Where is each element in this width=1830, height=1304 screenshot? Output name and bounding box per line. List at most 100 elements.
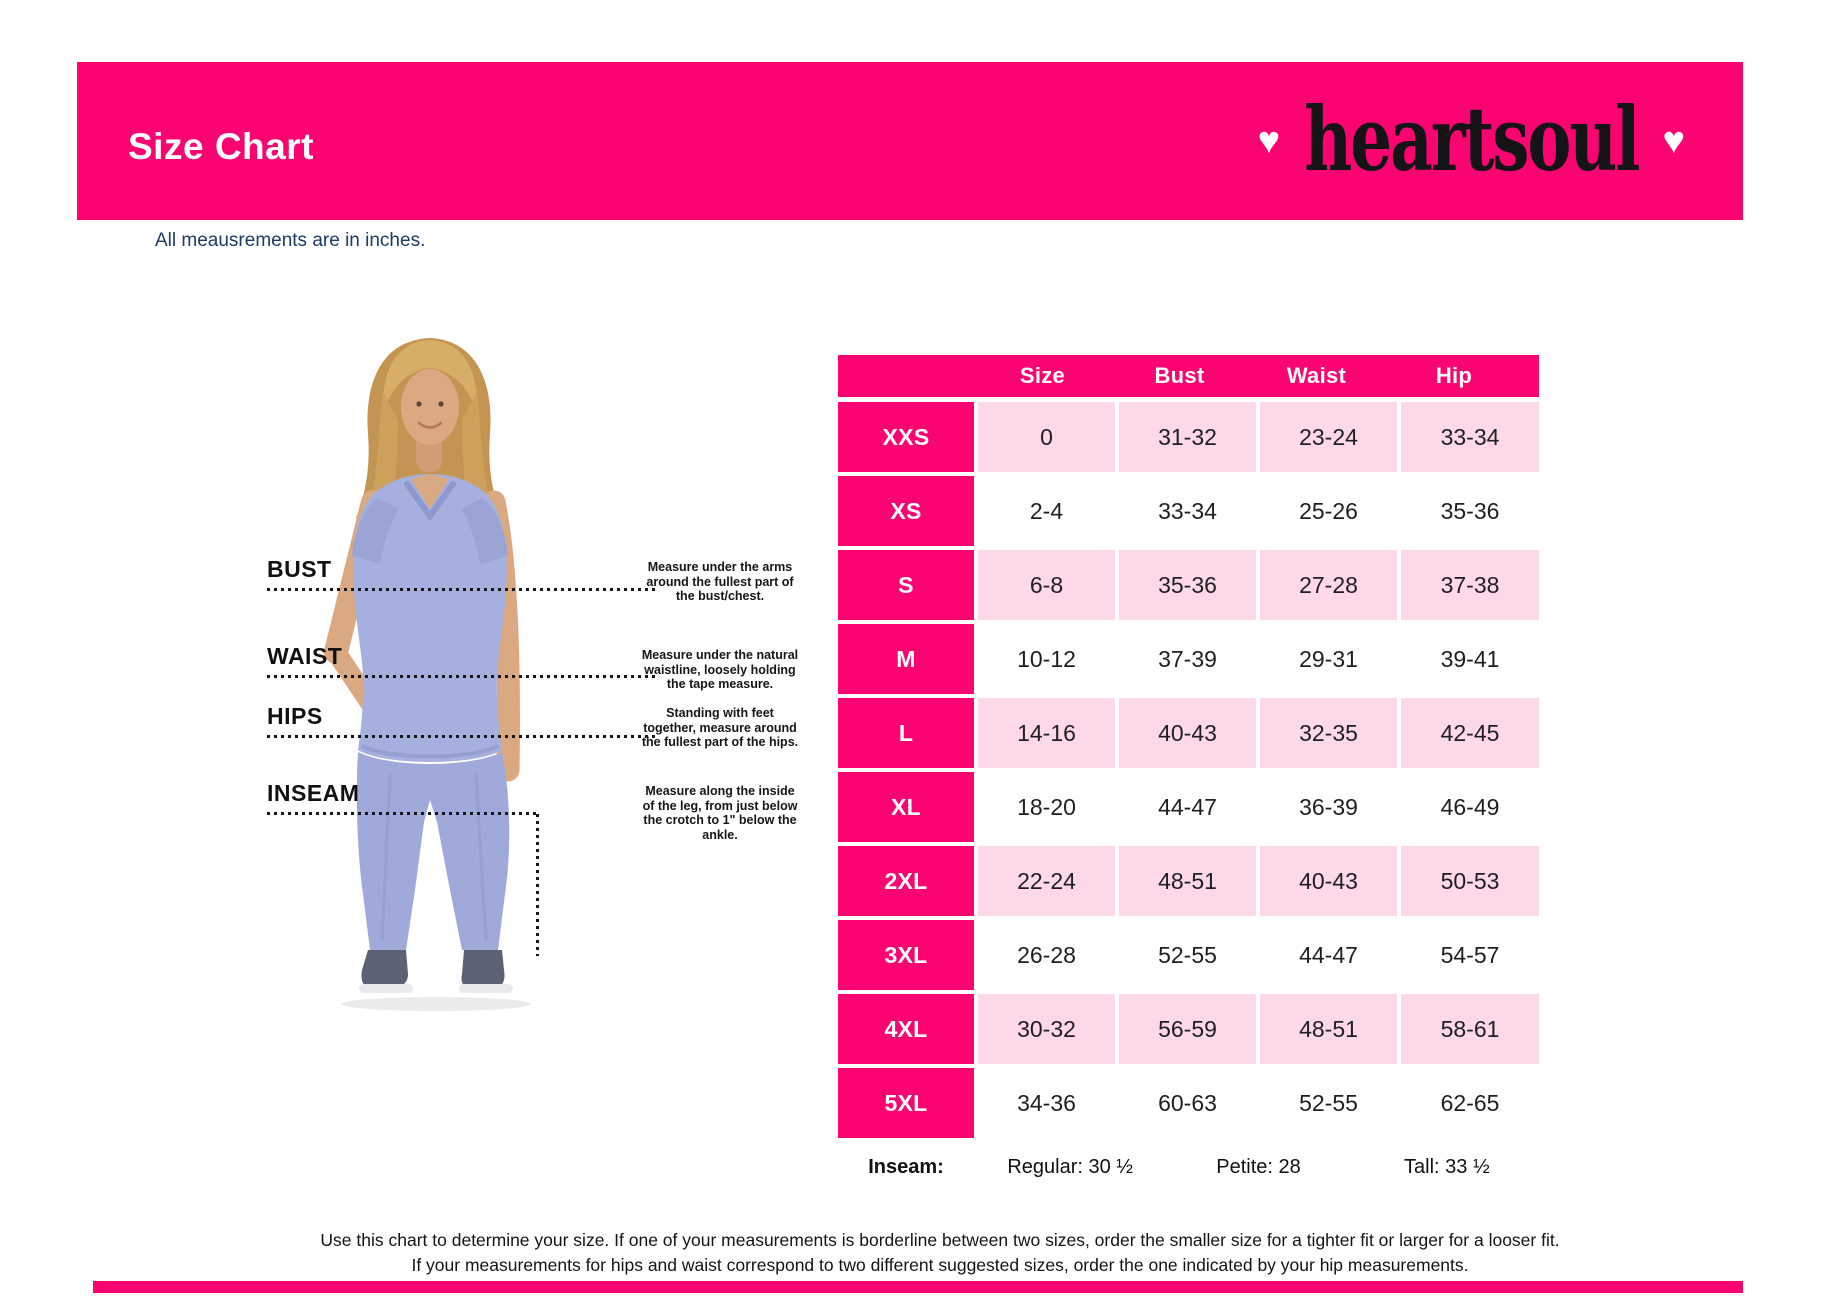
row-size-label: L	[838, 698, 974, 768]
size-row-l: L 14-16 40-43 32-35 42-45	[838, 698, 1539, 768]
inseam-note-row: Inseam: Regular: 30 ½ Petite: 28 Tall: 3…	[838, 1152, 1539, 1182]
sleeve-left	[352, 498, 399, 564]
waist-cell: 23-24	[1260, 402, 1397, 472]
bottom-accent-bar	[93, 1281, 1743, 1293]
hips-line	[267, 735, 656, 738]
sleeve-right	[461, 498, 508, 564]
hip-cell: 58-61	[1401, 994, 1539, 1064]
waist-line	[267, 675, 656, 678]
bust-cell: 48-51	[1119, 846, 1256, 916]
bust-cell: 37-39	[1119, 624, 1256, 694]
inseam-petite: Petite: 28	[1216, 1155, 1301, 1178]
size-row-xs: XS 2-4 33-34 25-26 35-36	[838, 476, 1539, 546]
hip-cell: 39-41	[1401, 624, 1539, 694]
page-title: Size Chart	[128, 126, 314, 167]
row-size-label: S	[838, 550, 974, 620]
waist-cell: 36-39	[1260, 772, 1397, 842]
bust-cell: 31-32	[1119, 402, 1256, 472]
hips-instruction: Standing with feet together, measure aro…	[641, 706, 799, 749]
model-illustration	[324, 338, 531, 1011]
sole-left	[359, 984, 413, 993]
sole-right	[459, 984, 513, 993]
size-row-5xl: 5XL 34-36 60-63 52-55 62-65	[838, 1068, 1539, 1138]
hip-cell: 54-57	[1401, 920, 1539, 990]
hip-cell: 46-49	[1401, 772, 1539, 842]
size-row-m: M 10-12 37-39 29-31 39-41	[838, 624, 1539, 694]
hip-cell: 50-53	[1401, 846, 1539, 916]
waist-cell: 44-47	[1260, 920, 1397, 990]
hip-cell: 35-36	[1401, 476, 1539, 546]
hip-cell: 62-65	[1401, 1068, 1539, 1138]
size-cell: 18-20	[978, 772, 1115, 842]
bust-cell: 40-43	[1119, 698, 1256, 768]
scrub-top	[353, 474, 507, 762]
table-header: Size Bust Waist Hip	[838, 355, 1539, 397]
row-size-label: 2XL	[838, 846, 974, 916]
bust-label: BUST	[267, 556, 332, 582]
neckline-skin	[411, 474, 449, 509]
eye-right	[438, 401, 444, 407]
inseam-label: INSEAM	[267, 780, 360, 806]
size-cell: 14-16	[978, 698, 1115, 768]
size-rows: XXS 0 31-32 23-24 33-34 XS 2-4 33-34 25-26 35-36 S…	[838, 402, 1539, 1138]
inseam-line	[267, 812, 539, 815]
size-row-xxs: XXS 0 31-32 23-24 33-34	[838, 402, 1539, 472]
row-size-label: 3XL	[838, 920, 974, 990]
waist-instruction: Measure under the natural waistline, loo…	[641, 648, 799, 691]
size-cell: 10-12	[978, 624, 1115, 694]
neckline-trim	[404, 481, 456, 522]
size-table: Size Bust Waist Hip XXS 0 31-32 23-24 33-34 X…	[838, 355, 1539, 1182]
brand-name: heartsoul	[1304, 86, 1640, 192]
brand-logo: ♥ heartsoul ♥	[1257, 95, 1685, 183]
bust-line	[267, 588, 656, 591]
hip-cell: 37-38	[1401, 550, 1539, 620]
smile	[417, 421, 443, 429]
eye-left	[416, 401, 422, 407]
size-cell: 22-24	[978, 846, 1115, 916]
size-cell: 34-36	[978, 1068, 1115, 1138]
inseam-tall: Tall: 33 ½	[1404, 1155, 1490, 1178]
size-cell: 30-32	[978, 994, 1115, 1064]
bust-cell: 33-34	[1119, 476, 1256, 546]
hips-label: HIPS	[267, 703, 323, 729]
bust-cell: 52-55	[1119, 920, 1256, 990]
row-size-label: XL	[838, 772, 974, 842]
size-row-xl: XL 18-20 44-47 36-39 46-49	[838, 772, 1539, 842]
row-size-label: 4XL	[838, 994, 974, 1064]
waist-cell: 27-28	[1260, 550, 1397, 620]
bust-cell: 60-63	[1119, 1068, 1256, 1138]
usage-note: Use this chart to determine your size. I…	[0, 1228, 1830, 1278]
waist-column-header: Waist	[1286, 363, 1347, 388]
inseam-regular: Regular: 30 ½	[1007, 1155, 1133, 1178]
ground-shadow	[341, 997, 531, 1011]
size-cell: 6-8	[978, 550, 1115, 620]
units-note: All meausrements are in inches.	[155, 230, 426, 251]
scrub-pants	[356, 752, 510, 950]
size-row-2xl: 2XL 22-24 48-51 40-43 50-53	[838, 846, 1539, 916]
waist-cell: 25-26	[1260, 476, 1397, 546]
waist-label: WAIST	[267, 643, 343, 669]
face	[401, 369, 459, 445]
bust-cell: 44-47	[1119, 772, 1256, 842]
waist-cell: 40-43	[1260, 846, 1397, 916]
size-cell: 2-4	[978, 476, 1115, 546]
heart-icon-left: ♥	[1257, 120, 1281, 162]
usage-note-line2: If your measurements for hips and waist …	[411, 1255, 1469, 1275]
pant-crease-right	[474, 773, 488, 943]
row-size-label: XXS	[838, 402, 974, 472]
size-row-3xl: 3XL 26-28 52-55 44-47 54-57	[838, 920, 1539, 990]
hem-line	[361, 744, 499, 759]
header-spacer	[838, 355, 974, 397]
row-size-label: M	[838, 624, 974, 694]
heart-icon-right: ♥	[1662, 120, 1685, 162]
inseam-vertical-line	[536, 814, 539, 956]
waist-cell: 48-51	[1260, 994, 1397, 1064]
size-column-header: Size	[1019, 363, 1066, 388]
size-row-s: S 6-8 35-36 27-28 37-38	[838, 550, 1539, 620]
hip-cell: 33-34	[1401, 402, 1539, 472]
usage-note-line1: Use this chart to determine your size. I…	[320, 1230, 1560, 1250]
waist-cell: 29-31	[1260, 624, 1397, 694]
waist-cell: 52-55	[1260, 1068, 1397, 1138]
size-cell: 0	[978, 402, 1115, 472]
